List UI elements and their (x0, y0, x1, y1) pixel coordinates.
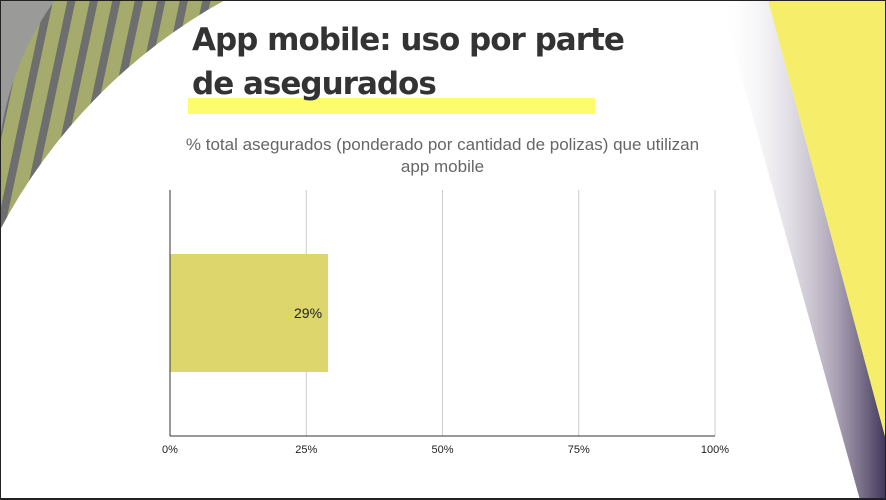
data-label: 29% (294, 305, 322, 321)
x-tick-label: 75% (568, 444, 590, 456)
bar (170, 253, 329, 373)
title-highlight (188, 98, 595, 114)
grey-corner (0, 0, 55, 140)
chart-title: % total asegurados (ponderado por cantid… (185, 135, 700, 176)
x-tick-label: 50% (431, 444, 453, 456)
x-tick-label: 100% (701, 444, 729, 456)
yellow-corner (768, 0, 886, 440)
x-tick-label: 0% (162, 444, 178, 456)
striped-arc-band (0, 0, 225, 230)
page-curl-shadow (720, 0, 886, 500)
slide-title: App mobile: uso por parte de asegurados (192, 22, 625, 102)
x-tick-label: 25% (295, 444, 317, 456)
